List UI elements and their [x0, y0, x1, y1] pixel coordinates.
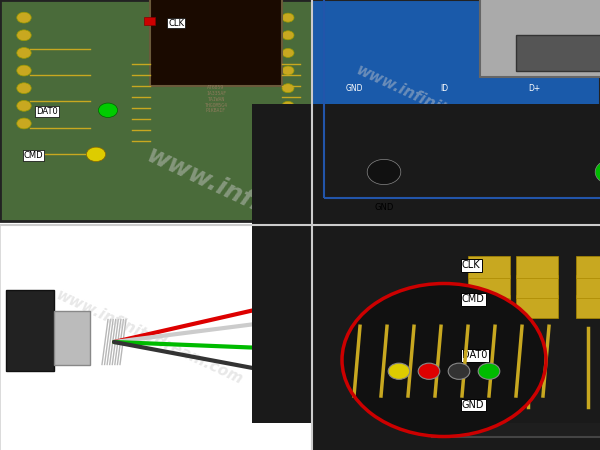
- Bar: [516, 256, 558, 278]
- Circle shape: [86, 147, 106, 162]
- Text: CLK: CLK: [168, 18, 184, 27]
- Bar: [468, 295, 510, 318]
- Circle shape: [17, 118, 31, 129]
- Text: GND: GND: [374, 203, 394, 212]
- Circle shape: [282, 49, 294, 58]
- Circle shape: [17, 48, 31, 58]
- Bar: [468, 275, 510, 298]
- Circle shape: [98, 103, 118, 117]
- Bar: [0, 0, 312, 220]
- Circle shape: [17, 12, 31, 23]
- Text: GND: GND: [345, 84, 363, 93]
- Bar: [312, 225, 600, 450]
- Circle shape: [17, 83, 31, 94]
- Text: D+: D+: [528, 84, 540, 93]
- Bar: [150, 0, 282, 86]
- Circle shape: [448, 363, 470, 379]
- Text: DAT0: DAT0: [462, 351, 487, 360]
- Circle shape: [17, 65, 31, 76]
- Bar: [576, 295, 600, 318]
- Bar: [480, 0, 600, 77]
- Circle shape: [17, 30, 31, 40]
- Bar: [0, 225, 312, 450]
- Circle shape: [342, 284, 546, 436]
- Circle shape: [595, 159, 600, 184]
- Circle shape: [282, 66, 294, 75]
- Bar: [312, 0, 600, 220]
- Circle shape: [367, 159, 401, 184]
- Circle shape: [388, 363, 410, 379]
- Text: CMD: CMD: [24, 151, 44, 160]
- Circle shape: [418, 363, 440, 379]
- Bar: [516, 275, 558, 298]
- Text: CMD: CMD: [462, 294, 485, 304]
- Circle shape: [282, 101, 294, 110]
- Circle shape: [17, 100, 31, 111]
- Bar: [516, 295, 558, 318]
- Text: GND: GND: [462, 400, 485, 410]
- Bar: [324, 0, 600, 198]
- Bar: [516, 35, 600, 71]
- Text: CLK: CLK: [462, 261, 481, 270]
- Circle shape: [282, 13, 294, 22]
- Text: www.infinitydream.com: www.infinitydream.com: [143, 143, 457, 307]
- Bar: [468, 256, 510, 278]
- Bar: [432, 238, 600, 436]
- Text: www.infinitydream.com: www.infinitydream.com: [354, 63, 546, 162]
- Text: DAT0: DAT0: [36, 107, 58, 116]
- Bar: [6, 290, 54, 371]
- Circle shape: [282, 84, 294, 93]
- Text: www.infinitydream.com: www.infinitydream.com: [54, 288, 246, 387]
- Bar: [576, 275, 600, 298]
- Bar: [576, 256, 600, 278]
- Circle shape: [282, 31, 294, 40]
- Bar: [144, 17, 155, 25]
- Text: AT6859
1A335AF
TAIWAN
THGOM5G4
P1KBAIF: AT6859 1A335AF TAIWAN THGOM5G4 P1KBAIF: [205, 85, 227, 113]
- FancyBboxPatch shape: [252, 104, 600, 423]
- Bar: [54, 310, 90, 365]
- Text: ID: ID: [440, 84, 448, 93]
- Circle shape: [478, 363, 500, 379]
